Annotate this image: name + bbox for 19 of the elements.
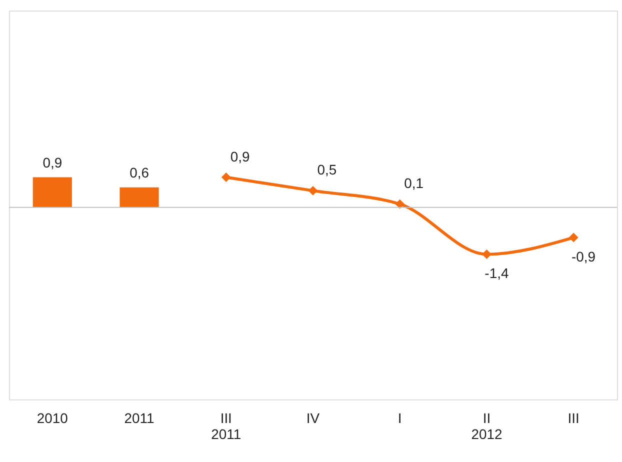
x-tick-label: II 2012 [471, 410, 502, 442]
point [482, 250, 492, 259]
data-label: 0,5 [317, 162, 337, 178]
data-label: 0,6 [130, 164, 150, 180]
data-label: 0,9 [230, 148, 250, 164]
x-tick-label: I [398, 410, 402, 426]
data-label: 0,1 [404, 175, 424, 192]
x-tick-label: III 2011 [211, 410, 242, 442]
data-label: 0,9 [42, 154, 62, 170]
data-label: -1,4 [484, 265, 509, 282]
data-label: -0,9 [572, 248, 596, 264]
point [395, 199, 405, 209]
x-tick-label: IV [306, 410, 320, 426]
x-tick-label: III [568, 410, 580, 426]
x-tick-label: 2010 [36, 410, 68, 426]
point [308, 186, 318, 196]
point [568, 232, 578, 242]
point [221, 172, 231, 182]
x-tick-label: 2011 [124, 410, 154, 426]
